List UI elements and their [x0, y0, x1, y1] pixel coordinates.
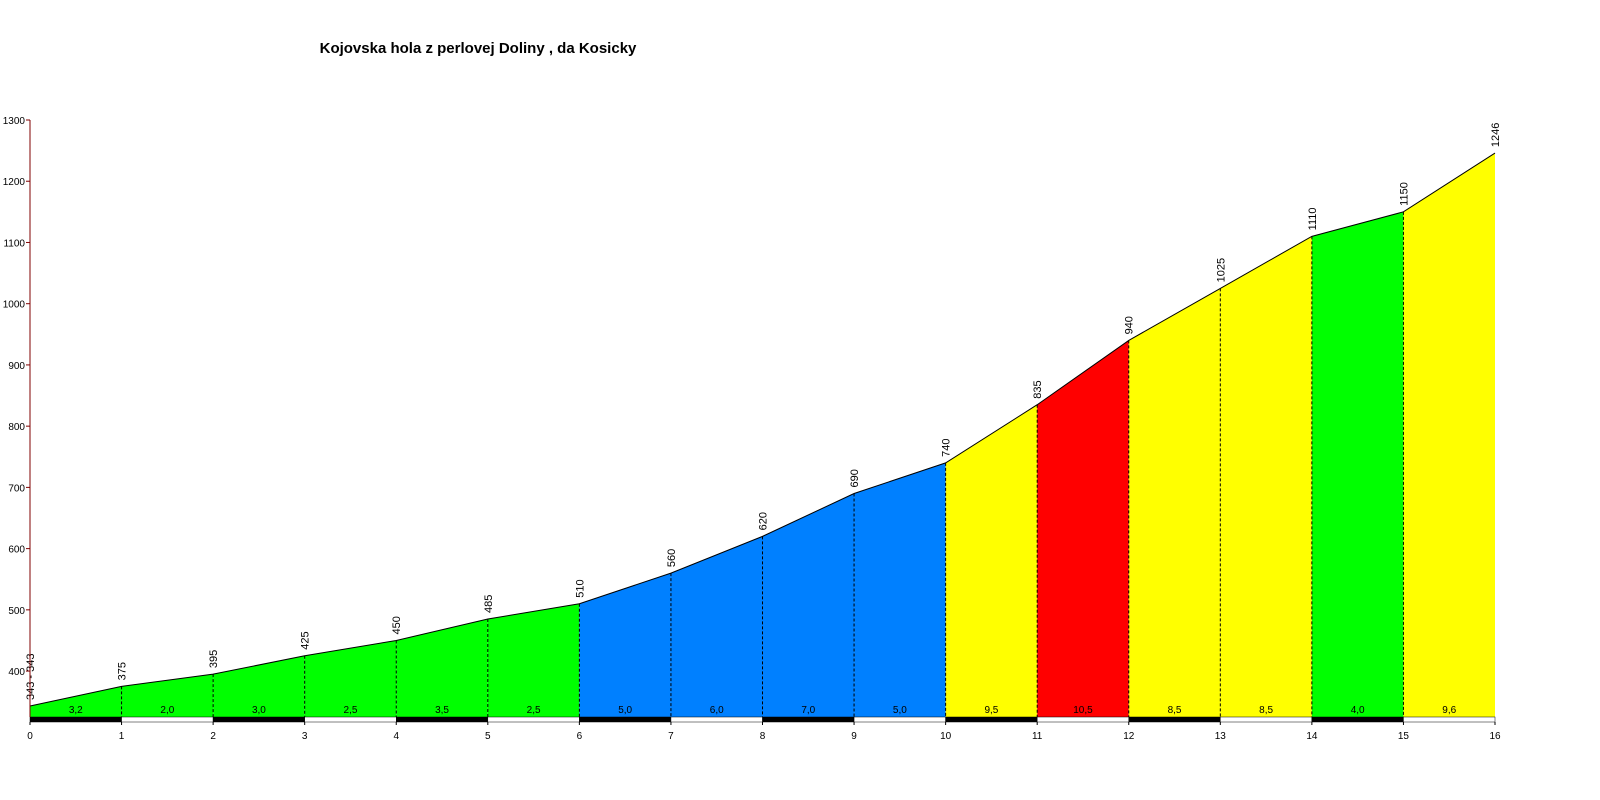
elevation-label: 835: [1032, 380, 1044, 398]
x-tick-label: 6: [577, 731, 583, 742]
x-tick-label: 0: [27, 731, 33, 742]
gradient-label: 2,5: [344, 705, 358, 716]
x-tick-label: 1: [119, 731, 125, 742]
gradient-label: 2,0: [160, 705, 174, 716]
gradient-label: 9,5: [984, 705, 998, 716]
distance-bar: [304, 716, 397, 723]
elevation-label: 1110: [1307, 207, 1319, 230]
elevation-label: 485: [483, 595, 495, 613]
x-tick-label: 14: [1306, 731, 1318, 742]
elevation-label: 1025: [1215, 258, 1227, 282]
x-tick-label: 2: [210, 731, 216, 742]
gradient-label: 2,5: [527, 705, 541, 716]
distance-bar: [396, 716, 489, 723]
elevation-label: 560: [666, 549, 678, 567]
gradient-label: 8,5: [1168, 705, 1182, 716]
gradient-segment: [396, 619, 488, 717]
elevation-label: 450: [391, 616, 403, 634]
y-tick-label: 1100: [3, 238, 25, 249]
distance-bar: [762, 716, 855, 723]
gradient-segment: [762, 493, 855, 717]
gradient-segment: [1037, 340, 1129, 717]
distance-bar: [945, 716, 1038, 723]
x-tick-label: 12: [1123, 731, 1135, 742]
elevation-label: 740: [941, 439, 953, 457]
gradient-segment: [1311, 211, 1404, 717]
gradient-segment: [945, 404, 1038, 717]
distance-bar: [487, 716, 580, 723]
distance-bar: [1036, 716, 1129, 723]
distance-bar: [1403, 716, 1496, 723]
gradient-label: 3,5: [435, 705, 449, 716]
elevation-label: 343 - 343: [25, 653, 37, 699]
distance-bar: [853, 716, 946, 723]
gradient-segment: [121, 674, 214, 717]
x-tick-label: 7: [668, 731, 674, 742]
gradient-label: 8,5: [1259, 705, 1273, 716]
distance-bar: [1220, 716, 1313, 723]
gradient-label: 4,0: [1351, 705, 1365, 716]
y-tick-label: 1000: [3, 300, 26, 311]
distance-bar: [579, 716, 672, 723]
elevation-label: 395: [208, 650, 220, 668]
distance-bar: [670, 716, 763, 723]
elevation-label: 940: [1124, 316, 1136, 334]
gradient-label: 10,5: [1073, 705, 1093, 716]
gradient-segment: [1403, 153, 1495, 717]
x-tick-label: 8: [760, 731, 766, 742]
y-tick-label: 500: [8, 606, 25, 617]
elevation-label: 510: [574, 579, 586, 597]
x-tick-label: 3: [302, 731, 308, 742]
x-tick-label: 15: [1398, 731, 1410, 742]
gradient-segment: [1220, 236, 1312, 718]
gradient-segment: [304, 640, 397, 717]
gradient-segment: [579, 573, 671, 717]
gradient-label: 5,0: [893, 705, 907, 716]
y-tick-label: 1300: [3, 116, 26, 127]
distance-bar: [1128, 716, 1221, 723]
gradient-label: 9,6: [1442, 705, 1456, 716]
y-tick-label: 900: [8, 361, 25, 372]
elevation-label: 375: [117, 662, 129, 680]
gradient-segment: [213, 655, 305, 717]
y-tick-label: 600: [8, 545, 25, 556]
gradient-segment: [487, 603, 580, 717]
x-tick-label: 10: [940, 731, 952, 742]
x-tick-label: 11: [1032, 731, 1043, 742]
x-tick-label: 16: [1489, 731, 1501, 742]
y-tick-label: 1200: [3, 177, 26, 188]
gradient-label: 7,0: [801, 705, 815, 716]
gradient-label: 5,0: [618, 705, 632, 716]
chart-title: Kojovska hola z perlovej Doliny , da Kos…: [320, 40, 637, 57]
distance-bar: [1311, 716, 1404, 723]
y-tick-label: 700: [8, 483, 25, 494]
elevation-label: 425: [300, 631, 312, 649]
x-tick-label: 13: [1215, 731, 1227, 742]
gradient-label: 3,2: [69, 705, 83, 716]
gradient-label: 3,0: [252, 705, 266, 716]
x-tick-label: 9: [851, 731, 857, 742]
gradient-label: 6,0: [710, 705, 724, 716]
elevation-label: 620: [758, 512, 770, 530]
gradient-segment: [30, 686, 122, 717]
distance-bar: [212, 716, 305, 723]
gradient-segment: [854, 462, 946, 717]
distance-bar: [29, 716, 122, 723]
y-tick-label: 400: [8, 667, 25, 678]
gradient-segment: [1128, 288, 1221, 717]
x-tick-label: 4: [393, 731, 399, 742]
profile-line: [29, 152, 1496, 707]
elevation-label: 1246: [1490, 123, 1502, 147]
gradient-segment: [670, 536, 763, 717]
distance-bar: [121, 716, 214, 723]
elevation-label: 1150: [1398, 182, 1410, 206]
y-tick-label: 800: [8, 422, 25, 433]
x-tick-label: 5: [485, 731, 491, 742]
elevation-label: 690: [849, 469, 861, 487]
